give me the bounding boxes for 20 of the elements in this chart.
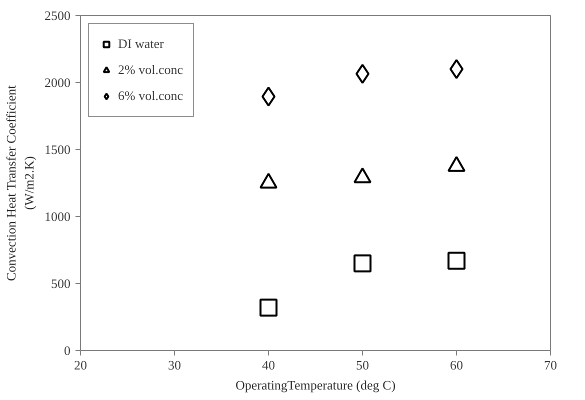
point (260, 298, 278, 317)
legend-label: 2% vol.conc (118, 62, 183, 78)
y-tick-label: 0 (64, 343, 70, 358)
x-tick-label: 40 (262, 358, 275, 372)
y-tick-label: 500 (51, 276, 70, 291)
point (354, 254, 372, 272)
point (448, 252, 466, 270)
y-tick-label: 1000 (44, 209, 70, 224)
x-tick-label: 60 (450, 358, 463, 372)
y-tick-label: 2500 (44, 8, 70, 23)
x-axis-title: OperatingTemperature (deg C) (235, 378, 396, 392)
legend-label: 6% vol.conc (118, 88, 183, 104)
y-tick-label: 1500 (44, 142, 70, 157)
y-axis-title: Convection Heat Transfer Coefficient (W/m2.K) (4, 84, 36, 282)
x-tick-label: 50 (356, 358, 369, 372)
x-tick-label: 20 (74, 358, 87, 372)
y-tick-label: 2000 (44, 75, 70, 90)
legend-label: DI water (118, 36, 164, 52)
x-tick-label: 70 (544, 358, 557, 372)
x-tick-label: 30 (168, 358, 181, 372)
